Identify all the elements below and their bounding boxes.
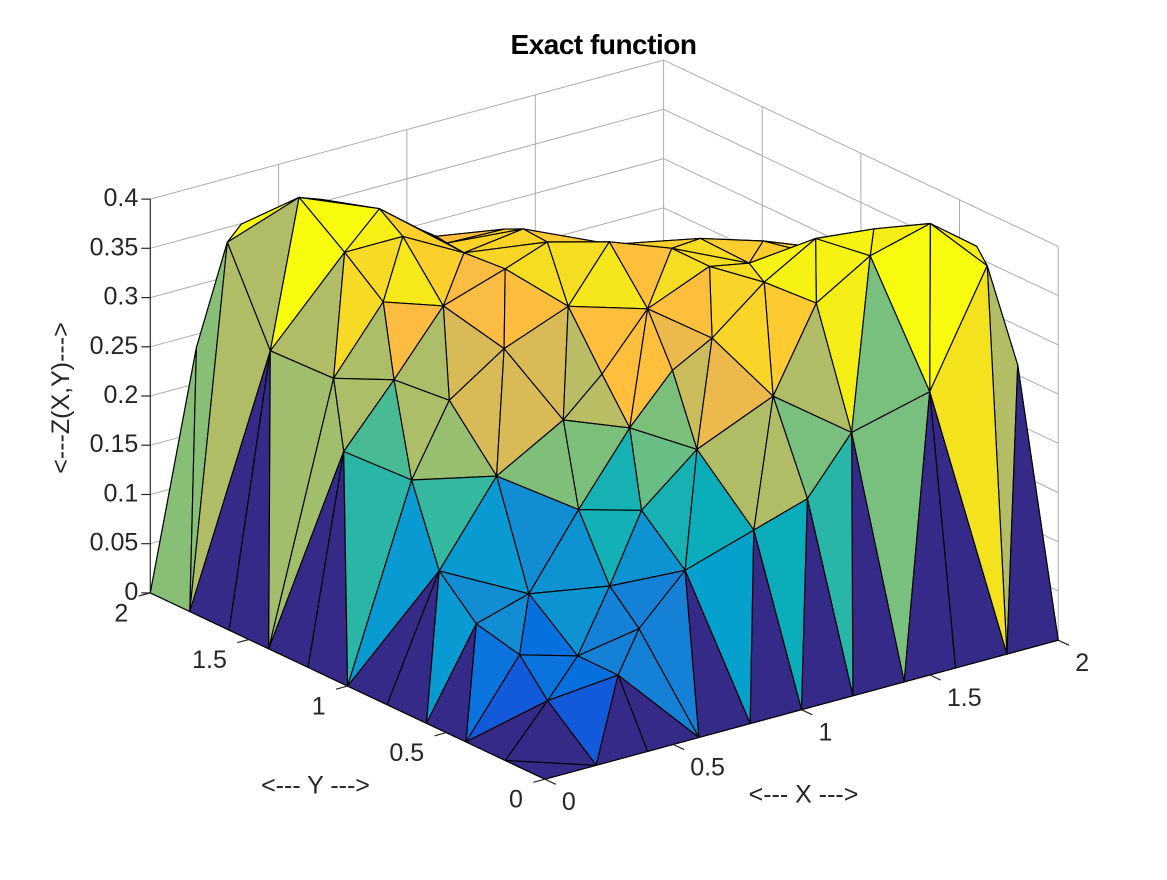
- svg-text:2: 2: [114, 599, 128, 627]
- svg-text:0.3: 0.3: [104, 283, 139, 311]
- svg-text:0.2: 0.2: [104, 381, 139, 409]
- svg-text:0.5: 0.5: [690, 754, 725, 782]
- svg-text:0: 0: [562, 788, 576, 816]
- svg-text:0.4: 0.4: [104, 184, 139, 212]
- svg-text:0.25: 0.25: [90, 332, 139, 360]
- svg-text:1: 1: [312, 693, 326, 721]
- svg-text:<---Z(X,Y)--->: <---Z(X,Y)--->: [47, 322, 75, 473]
- svg-text:0.1: 0.1: [104, 480, 139, 508]
- svg-text:1: 1: [819, 719, 833, 747]
- svg-text:0.35: 0.35: [90, 233, 139, 261]
- svg-text:1.5: 1.5: [192, 646, 227, 674]
- svg-text:0: 0: [124, 578, 138, 606]
- svg-text:0: 0: [509, 786, 523, 814]
- svg-text:1.5: 1.5: [947, 684, 982, 712]
- svg-text:2: 2: [1075, 649, 1089, 677]
- svg-text:<--- Y --->: <--- Y --->: [261, 772, 370, 800]
- svg-text:Exact function: Exact function: [511, 29, 697, 60]
- svg-text:<--- X --->: <--- X --->: [749, 781, 859, 809]
- svg-text:0.15: 0.15: [90, 430, 139, 458]
- svg-text:0.5: 0.5: [389, 739, 424, 767]
- svg-text:0.05: 0.05: [90, 529, 139, 557]
